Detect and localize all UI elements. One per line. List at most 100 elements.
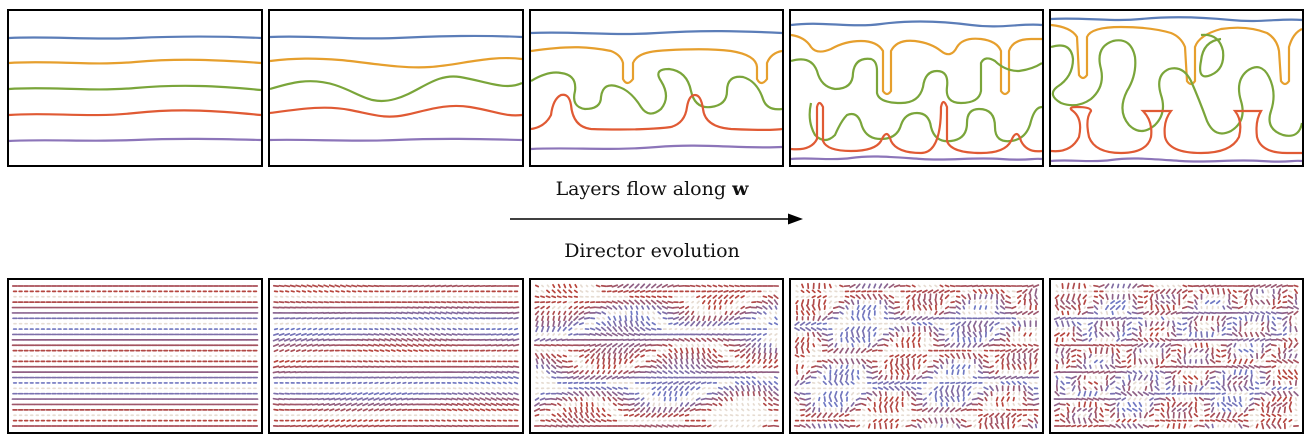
director-glyph (595, 311, 602, 315)
director-glyph (994, 354, 1000, 358)
director-glyph (384, 402, 391, 407)
director-glyph (1132, 283, 1138, 289)
director-glyph (306, 343, 313, 347)
director-glyph (380, 387, 384, 390)
director-glyph (479, 397, 486, 401)
director-glyph (662, 358, 668, 365)
director-glyph (1255, 295, 1259, 299)
director-glyph (563, 407, 567, 413)
director-glyph (550, 397, 558, 401)
director-glyph (967, 289, 972, 293)
director-glyph (711, 359, 718, 364)
director-glyph (367, 338, 375, 342)
director-glyph (512, 306, 520, 309)
director-glyph (995, 417, 999, 424)
director-glyph (1034, 352, 1038, 360)
director-glyph (1060, 299, 1065, 305)
director-glyph (984, 417, 988, 424)
director-glyph (485, 408, 491, 412)
director-glyph (301, 349, 307, 352)
director-glyph (307, 327, 312, 331)
director-glyph (540, 349, 545, 353)
director-glyph (406, 376, 413, 379)
director-glyph (878, 418, 883, 423)
director-glyph (828, 295, 833, 299)
director-glyph (550, 370, 557, 374)
director-glyph (905, 353, 911, 359)
director-glyph (629, 320, 634, 327)
director-glyph (378, 343, 386, 347)
director-glyph (1083, 283, 1087, 289)
director-glyph (911, 374, 917, 381)
director-glyph (534, 305, 540, 310)
director-glyph (827, 316, 834, 320)
director-glyph (290, 360, 296, 363)
director-glyph (1222, 300, 1225, 304)
director-glyph (468, 317, 475, 320)
director-glyph (861, 326, 866, 333)
director-glyph (423, 284, 430, 288)
director-glyph (623, 342, 629, 348)
director-glyph (495, 338, 503, 342)
director-glyph (706, 370, 713, 374)
director-glyph (378, 402, 386, 407)
director-glyph (1093, 305, 1099, 310)
director-glyph (944, 289, 950, 294)
director-glyph (634, 402, 640, 407)
director-glyph (967, 397, 971, 401)
director-glyph (955, 321, 961, 326)
director-glyph (628, 332, 635, 337)
director-glyph (323, 343, 330, 347)
director-glyph (662, 353, 668, 359)
director-glyph (385, 360, 391, 363)
director-glyph (861, 336, 866, 343)
director-glyph (1021, 376, 1029, 379)
director-glyph (1215, 300, 1221, 305)
director-glyph (307, 349, 312, 352)
director-glyph (546, 289, 551, 294)
director-glyph (801, 299, 805, 306)
director-glyph (712, 353, 718, 359)
director-glyph (862, 376, 866, 379)
director-glyph (895, 363, 900, 370)
director-glyph (806, 348, 810, 354)
director-glyph (1187, 300, 1194, 304)
director-glyph (618, 358, 622, 365)
director-glyph (535, 370, 539, 374)
director-glyph (719, 305, 722, 310)
director-glyph (546, 332, 550, 337)
director-glyph (984, 288, 988, 295)
director-glyph (1214, 284, 1222, 288)
director-glyph (724, 396, 728, 402)
director-glyph (656, 299, 663, 305)
director-glyph (679, 402, 684, 407)
director-glyph (667, 381, 674, 385)
director-glyph (289, 338, 297, 342)
director-glyph (585, 359, 589, 364)
director-glyph (512, 402, 520, 406)
director-glyph (407, 327, 413, 331)
director-glyph (578, 316, 585, 321)
director-glyph (486, 381, 491, 385)
director-glyph (866, 370, 873, 374)
director-glyph (568, 407, 572, 413)
director-glyph (763, 396, 767, 402)
director-glyph (468, 311, 475, 315)
director-glyph (534, 413, 540, 417)
director-glyph (988, 317, 995, 320)
director-glyph (579, 284, 583, 288)
director-glyph (440, 306, 447, 309)
director-glyph (917, 337, 921, 343)
director-glyph (927, 316, 934, 321)
director-glyph (534, 352, 540, 360)
director-glyph (1011, 363, 1016, 370)
director-glyph (928, 299, 933, 306)
director-glyph (590, 412, 595, 419)
director-glyph (428, 311, 436, 315)
director-glyph (407, 392, 413, 395)
director-glyph (1132, 299, 1137, 306)
director-glyph (512, 397, 520, 401)
director-glyph (960, 424, 967, 428)
director-glyph (486, 387, 490, 390)
director-glyph (949, 290, 956, 293)
